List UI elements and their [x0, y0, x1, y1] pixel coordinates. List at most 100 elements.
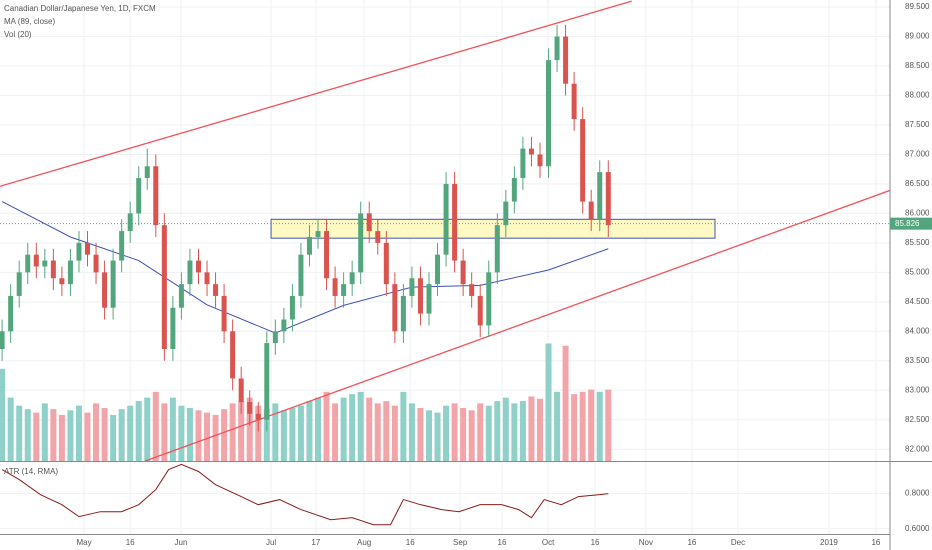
volume-bar: [41, 403, 48, 461]
volume-bar: [391, 405, 398, 461]
volume-bar: [263, 409, 270, 461]
candle-body: [477, 295, 483, 326]
candle-body: [426, 284, 432, 314]
candle-body: [272, 331, 278, 344]
volume-bar: [323, 391, 330, 461]
candle-body: [187, 260, 193, 285]
candle-body: [400, 295, 406, 332]
ma-label: MA (89, close): [4, 17, 55, 26]
x-tick-label: Jul: [266, 538, 276, 547]
volume-bar: [229, 403, 236, 461]
volume-bar: [135, 401, 142, 461]
volume-bar: [297, 405, 304, 461]
volume-bar: [169, 397, 176, 461]
y-tick-label: 87.000: [905, 150, 930, 159]
volume-bar: [519, 401, 526, 461]
volume-bar: [238, 401, 245, 461]
candle-body: [520, 148, 526, 179]
volume-bar: [306, 401, 313, 461]
volume-bar: [366, 397, 373, 461]
candle-body: [571, 83, 577, 120]
candle-body: [59, 278, 65, 285]
volume-bar: [340, 397, 347, 461]
candle-body: [503, 201, 509, 226]
candle-body: [435, 254, 441, 285]
y-tick-label: 0.6000: [905, 524, 930, 533]
candle-body: [264, 343, 270, 420]
x-tick-label: Sep: [453, 538, 468, 547]
volume-bar: [315, 397, 322, 461]
candle-body: [417, 278, 423, 314]
x-tick-label: 16: [871, 538, 880, 547]
candle-body: [85, 242, 91, 255]
candle-body: [102, 272, 108, 308]
vol-label: Vol (20): [4, 30, 32, 39]
candle-body: [332, 278, 338, 296]
candle-body: [349, 272, 355, 285]
volume-bar: [127, 405, 134, 461]
volume-bar: [443, 405, 450, 461]
volume-bar: [332, 403, 339, 461]
candle-body: [221, 295, 227, 332]
x-tick-label: May: [77, 538, 92, 547]
atr-title: ATR (14, RMA): [4, 467, 58, 476]
volume-bar: [417, 407, 424, 461]
candle-body: [409, 278, 415, 296]
volume-bar: [0, 368, 6, 461]
volume-bar: [596, 391, 603, 461]
volume-bar: [383, 401, 390, 461]
y-tick-label: 86.000: [905, 209, 930, 218]
candle-body: [161, 225, 167, 349]
last-price-label: 85.826: [895, 219, 920, 228]
candle-body: [580, 119, 586, 202]
volume-bar: [425, 410, 432, 461]
candle-body: [213, 284, 219, 296]
chart-title: Canadian Dollar/Japanese Yen, 1D, FXCM: [4, 4, 156, 13]
candle-body: [452, 183, 458, 261]
candle-body: [341, 284, 347, 296]
volume-bar: [152, 391, 159, 461]
volume-bar: [67, 410, 74, 461]
volume-bar: [186, 407, 193, 461]
candle-body: [392, 284, 398, 332]
volume-bar: [110, 414, 117, 461]
volume-bar: [485, 405, 492, 461]
support-zone: [270, 218, 716, 239]
candle-body: [178, 284, 184, 308]
volume-bar: [588, 389, 595, 461]
candle-body: [597, 172, 603, 220]
volume-bar: [58, 414, 65, 461]
candle-body: [315, 231, 321, 237]
candle-body: [605, 172, 611, 226]
y-tick-label: 84.500: [905, 297, 930, 306]
candle-body: [494, 225, 500, 273]
volume-bar: [7, 397, 14, 461]
volume-bar: [93, 403, 100, 461]
volume-bar: [374, 403, 381, 461]
marks-layer: [0, 0, 891, 526]
y-tick-label: 89.500: [905, 2, 930, 11]
candle-body: [127, 213, 133, 232]
atr-line: [1, 463, 609, 526]
volume-bar: [101, 407, 108, 461]
candle-body: [119, 231, 125, 261]
candle-body: [460, 260, 466, 285]
volume-bar: [579, 391, 586, 461]
y-tick-label: 86.500: [905, 179, 930, 188]
candle-body: [50, 260, 56, 279]
x-tick-label: Aug: [357, 538, 371, 547]
volume-bar: [502, 397, 509, 461]
candle-body: [554, 36, 560, 61]
candle-body: [383, 242, 389, 285]
candle-body: [230, 331, 236, 379]
x-tick-label: Oct: [542, 538, 555, 547]
volume-bar: [349, 394, 356, 461]
candle-body: [358, 213, 364, 273]
candle-body: [366, 213, 372, 232]
candle-body: [528, 148, 534, 155]
candle-body: [289, 295, 295, 320]
candle-body: [170, 307, 176, 349]
candle-body: [8, 295, 14, 332]
volume-bar: [408, 403, 415, 461]
candle-body: [281, 319, 287, 332]
